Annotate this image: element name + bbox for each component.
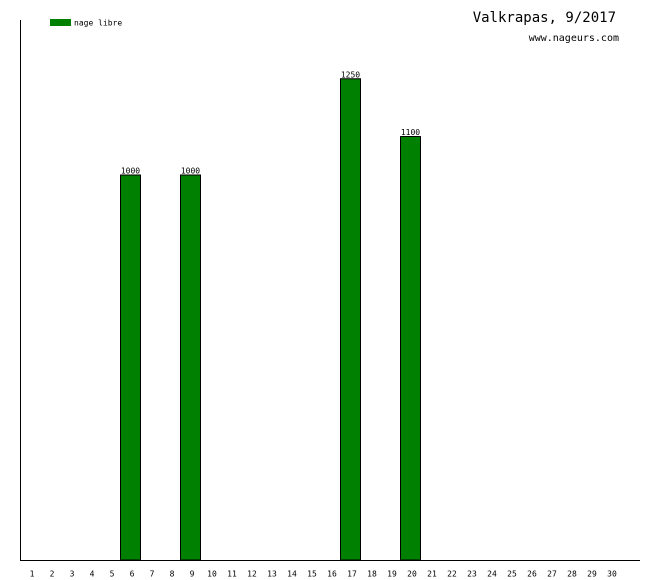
x-tick-label: 16: [327, 570, 337, 579]
x-tick-label: 14: [287, 570, 297, 579]
bar: [400, 136, 421, 561]
x-tick-label: 27: [547, 570, 557, 579]
x-tick-label: 3: [70, 570, 75, 579]
x-tick-label: 9: [190, 570, 195, 579]
x-tick-label: 30: [607, 570, 617, 579]
x-tick-label: 8: [170, 570, 175, 579]
x-tick-label: 19: [387, 570, 397, 579]
x-tick-label: 25: [507, 570, 517, 579]
x-tick-label: 18: [367, 570, 377, 579]
x-tick-label: 21: [427, 570, 437, 579]
data-label: 1100: [401, 128, 420, 137]
x-tick-label: 29: [587, 570, 597, 579]
x-tick-label: 28: [567, 570, 577, 579]
x-tick-label: 6: [130, 570, 135, 579]
x-tick-label: 11: [227, 570, 237, 579]
bar: [180, 174, 201, 561]
x-tick-label: 24: [487, 570, 497, 579]
x-tick-label: 1: [30, 570, 35, 579]
x-tick-label: 20: [407, 570, 417, 579]
legend-label: nage libre: [74, 19, 122, 28]
x-tick-label: 26: [527, 570, 537, 579]
x-tick-label: 10: [207, 570, 217, 579]
x-tick-label: 12: [247, 570, 257, 579]
x-tick-label: 15: [307, 570, 317, 579]
x-tick-label: 5: [110, 570, 115, 579]
x-tick-label: 7: [150, 570, 155, 579]
bar: [120, 174, 141, 561]
x-tick-label: 4: [90, 570, 95, 579]
x-tick-label: 23: [467, 570, 477, 579]
data-label: 1000: [121, 167, 140, 176]
x-tick-label: 2: [50, 570, 55, 579]
x-tick-label: 22: [447, 570, 457, 579]
bar: [340, 78, 361, 561]
x-tick-label: 17: [347, 570, 357, 579]
chart-title: Valkrapas, 9/2017: [473, 10, 616, 26]
data-label: 1250: [341, 70, 360, 79]
legend-swatch: [50, 19, 71, 26]
x-tick-label: 13: [267, 570, 277, 579]
data-label: 1000: [181, 167, 200, 176]
chart-subtitle: www.nageurs.com: [529, 33, 619, 44]
